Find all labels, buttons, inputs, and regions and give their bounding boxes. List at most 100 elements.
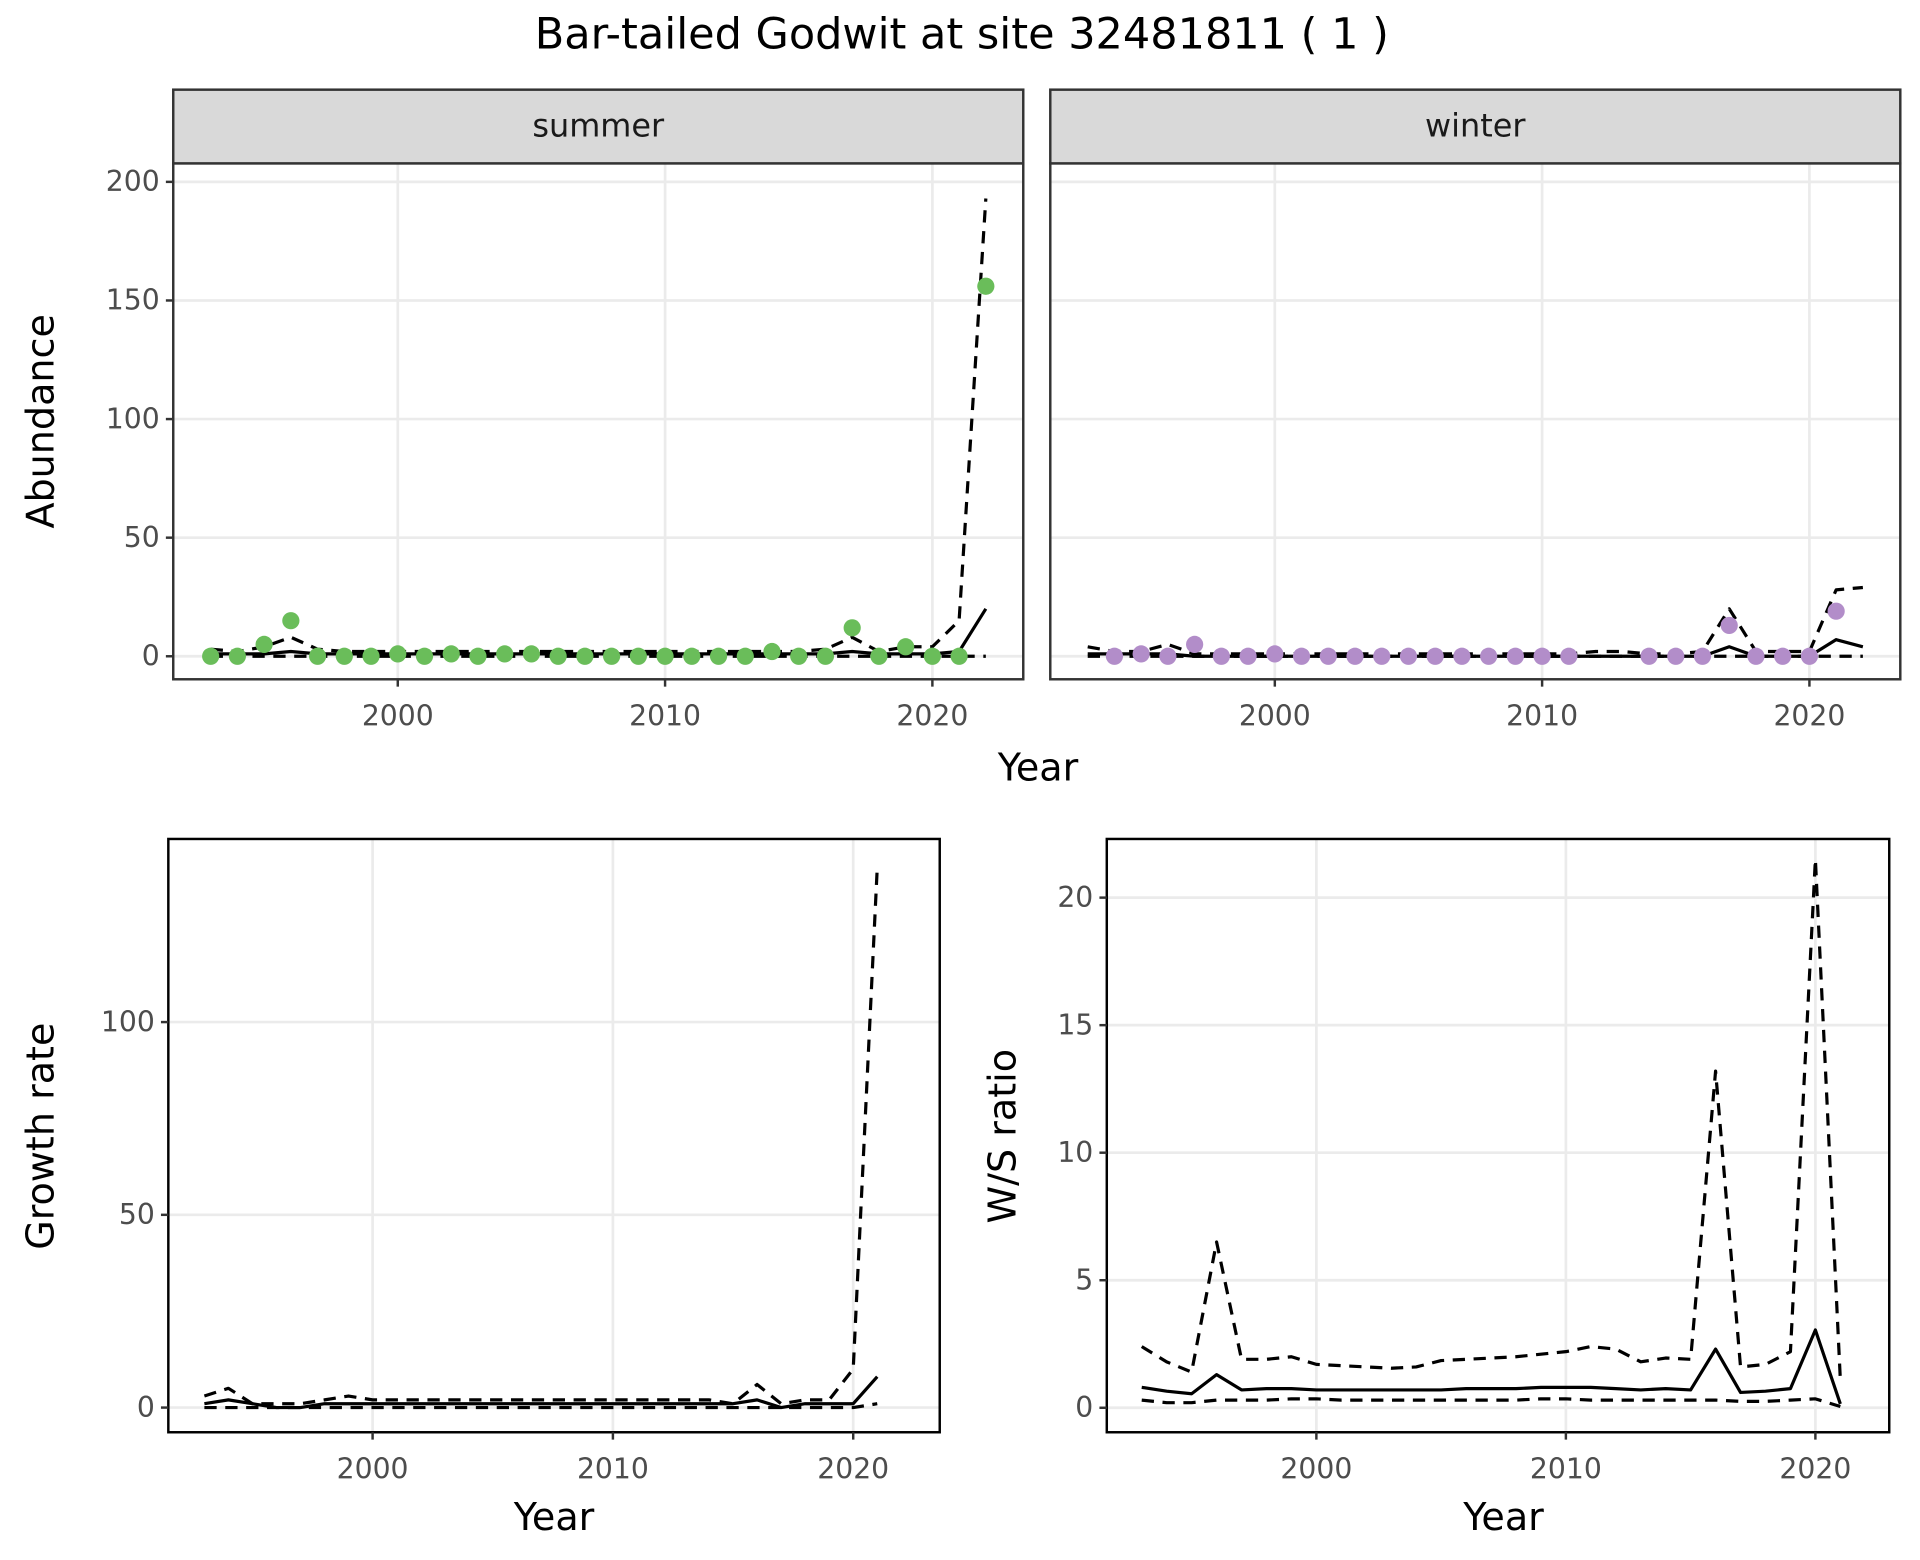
data-point: [496, 645, 514, 663]
y-tick-label: 200: [106, 165, 160, 198]
data-point: [362, 647, 380, 665]
data-point: [1827, 602, 1845, 620]
y-tick-label: 0: [142, 639, 160, 672]
y-axis-title: Abundance: [19, 314, 63, 528]
data-point: [656, 647, 674, 665]
data-point: [1774, 647, 1792, 665]
interval-line: [203, 867, 879, 1406]
data-point: [1266, 645, 1284, 663]
data-point: [1186, 635, 1204, 654]
x-tick-label: 2000: [337, 1452, 409, 1485]
data-point: [923, 647, 941, 665]
data-point: [442, 645, 460, 663]
y-tick-label: 50: [119, 1198, 155, 1231]
x-tick-label: 2010: [577, 1452, 649, 1485]
data-point: [1373, 647, 1391, 665]
x-tick-label: 2000: [1280, 1452, 1352, 1485]
data-point: [522, 645, 541, 663]
data-point: [415, 647, 434, 665]
y-tick-label: 100: [101, 1005, 155, 1038]
y-tick-label: 10: [1057, 1136, 1093, 1169]
data-point: [683, 647, 701, 665]
panel-background: [1050, 163, 1901, 680]
data-point: [897, 638, 915, 656]
data-point: [1399, 647, 1418, 665]
data-point: [549, 647, 567, 665]
panel-background: [173, 163, 1024, 680]
data-point: [1693, 647, 1712, 665]
x-tick-label: 2010: [629, 699, 701, 732]
data-point: [870, 647, 888, 665]
data-point: [308, 647, 327, 665]
y-axis-title: W/S ratio: [980, 1049, 1024, 1223]
facet-strip: [1049, 88, 1902, 165]
x-tick-label: 2020: [896, 699, 968, 732]
x-axis-title: Year: [997, 746, 1079, 790]
x-tick-label: 2000: [362, 699, 434, 732]
facet-label: winter: [1425, 107, 1526, 145]
x-tick-label: 2000: [1239, 699, 1311, 732]
data-point: [1560, 647, 1578, 665]
data-point: [1720, 616, 1738, 635]
data-point: [1239, 647, 1257, 665]
data-point: [1346, 647, 1364, 665]
data-point: [1105, 647, 1124, 665]
x-tick-label: 2020: [817, 1452, 889, 1485]
data-point: [1292, 647, 1311, 665]
x-tick-label: 2010: [1506, 699, 1578, 732]
panel-border: [167, 837, 941, 1434]
data-point: [603, 647, 621, 665]
y-tick-label: 5: [1075, 1263, 1093, 1296]
data-point: [763, 642, 781, 661]
interval-line: [204, 1402, 878, 1410]
data-point: [335, 647, 353, 665]
x-tick-label: 2020: [1779, 1452, 1851, 1485]
x-axis-title: Year: [1462, 1495, 1544, 1539]
figure-title: Bar-tailed Godwit at site 32481811 ( 1 ): [535, 9, 1389, 59]
data-point: [389, 645, 407, 663]
x-axis-title: Year: [513, 1495, 595, 1539]
y-tick-label: 150: [106, 284, 160, 317]
data-point: [1132, 645, 1150, 663]
data-point: [1212, 647, 1230, 665]
data-point: [469, 647, 487, 665]
data-point: [1747, 647, 1765, 665]
data-point: [816, 647, 835, 665]
x-tick-label: 2010: [1530, 1452, 1602, 1485]
data-point: [1319, 647, 1337, 665]
data-point: [950, 647, 968, 665]
facet-label: summer: [532, 107, 665, 145]
data-point: [202, 647, 220, 665]
y-tick-label: 0: [137, 1391, 155, 1424]
data-point: [576, 647, 594, 665]
data-point: [736, 647, 754, 665]
data-point: [255, 635, 273, 654]
data-point: [977, 277, 995, 295]
y-tick-label: 50: [124, 521, 160, 554]
data-point: [790, 647, 808, 665]
panel-background: [1106, 838, 1890, 1433]
y-axis-title: Growth rate: [19, 1023, 63, 1250]
y-tick-label: 100: [106, 402, 160, 435]
data-point: [1159, 647, 1177, 665]
data-point: [1426, 647, 1444, 665]
data-point: [1667, 647, 1685, 665]
panel-border: [1105, 837, 1891, 1434]
data-point: [709, 647, 728, 665]
data-point: [843, 619, 861, 637]
data-point: [282, 612, 300, 630]
data-point: [1640, 647, 1658, 665]
data-point: [1506, 647, 1524, 665]
x-tick-label: 2020: [1773, 699, 1845, 732]
y-tick-label: 0: [1075, 1391, 1093, 1424]
data-point: [1533, 647, 1551, 665]
data-point: [1453, 647, 1471, 665]
facet-strip: [172, 88, 1025, 165]
data-point: [228, 647, 246, 665]
data-point: [1480, 647, 1498, 665]
fit-line: [204, 1375, 879, 1410]
y-tick-label: 20: [1057, 881, 1093, 914]
fit-line: [1141, 1328, 1842, 1405]
